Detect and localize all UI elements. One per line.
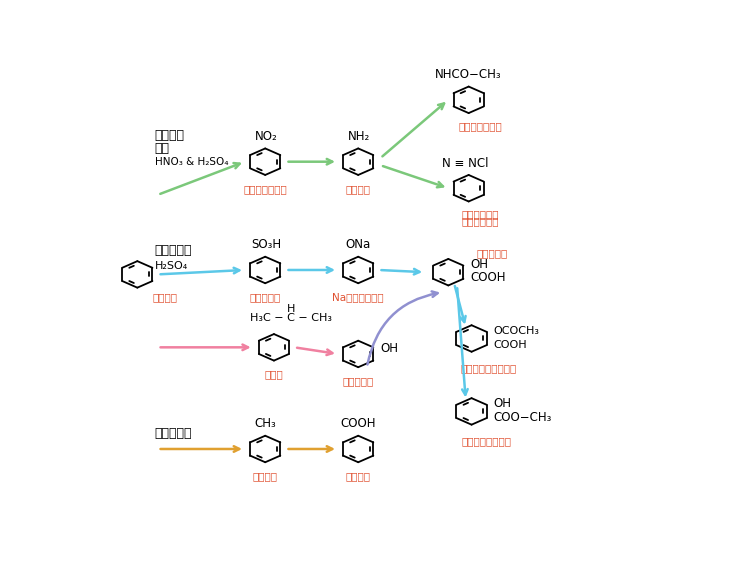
- Text: CH₃: CH₃: [254, 417, 276, 430]
- Text: H: H: [287, 304, 296, 314]
- Text: 安息香酸: 安息香酸: [346, 471, 370, 481]
- Text: 塩化ベンゼン: 塩化ベンゼン: [461, 210, 499, 219]
- Text: クメン: クメン: [265, 370, 284, 379]
- Text: スルホン酸: スルホン酸: [250, 292, 280, 302]
- Text: HNO₃ & H₂SO₄: HNO₃ & H₂SO₄: [154, 157, 228, 166]
- Text: NH₂: NH₂: [348, 130, 370, 143]
- Text: 混酸: 混酸: [154, 142, 170, 155]
- Text: NHCO−CH₃: NHCO−CH₃: [435, 68, 502, 82]
- Text: COOH: COOH: [340, 417, 376, 430]
- Text: N ≡ NCl: N ≡ NCl: [442, 157, 489, 170]
- Text: H₃C − C − CH₃: H₃C − C − CH₃: [251, 313, 332, 323]
- Text: ニトロベンゼン: ニトロベンゼン: [243, 184, 287, 194]
- Text: トルエン: トルエン: [253, 471, 278, 481]
- Text: アニリン: アニリン: [346, 184, 370, 194]
- Text: OH: OH: [380, 342, 398, 355]
- Text: フェノール: フェノール: [343, 376, 374, 386]
- Text: H₂SO₄: H₂SO₄: [154, 261, 188, 270]
- Text: COO−CH₃: COO−CH₃: [494, 411, 552, 424]
- Text: サリチル酸メチル: サリチル酸メチル: [461, 436, 511, 446]
- Text: アルキル化: アルキル化: [154, 427, 192, 440]
- Text: OH: OH: [470, 258, 488, 271]
- Text: ベンゼン: ベンゼン: [153, 292, 178, 302]
- Text: COOH: COOH: [470, 271, 506, 284]
- Text: OH: OH: [494, 397, 512, 410]
- Text: ニトロ化: ニトロ化: [154, 129, 184, 142]
- Text: アセトアニリド: アセトアニリド: [458, 121, 503, 131]
- Text: サリチル酸: サリチル酸: [476, 249, 508, 259]
- Text: アセチルサリチル酸: アセチルサリチル酸: [460, 363, 518, 373]
- Text: OCOCH₃: OCOCH₃: [494, 325, 540, 336]
- Text: SO₃H: SO₃H: [251, 238, 281, 251]
- Text: Naフェノキシド: Naフェノキシド: [332, 292, 384, 302]
- Text: NO₂: NO₂: [255, 130, 278, 143]
- Text: ONa: ONa: [346, 238, 370, 251]
- Text: COOH: COOH: [494, 340, 527, 350]
- Text: スルホン化: スルホン化: [154, 243, 192, 257]
- Text: ジアゾニウム: ジアゾニウム: [461, 216, 499, 227]
